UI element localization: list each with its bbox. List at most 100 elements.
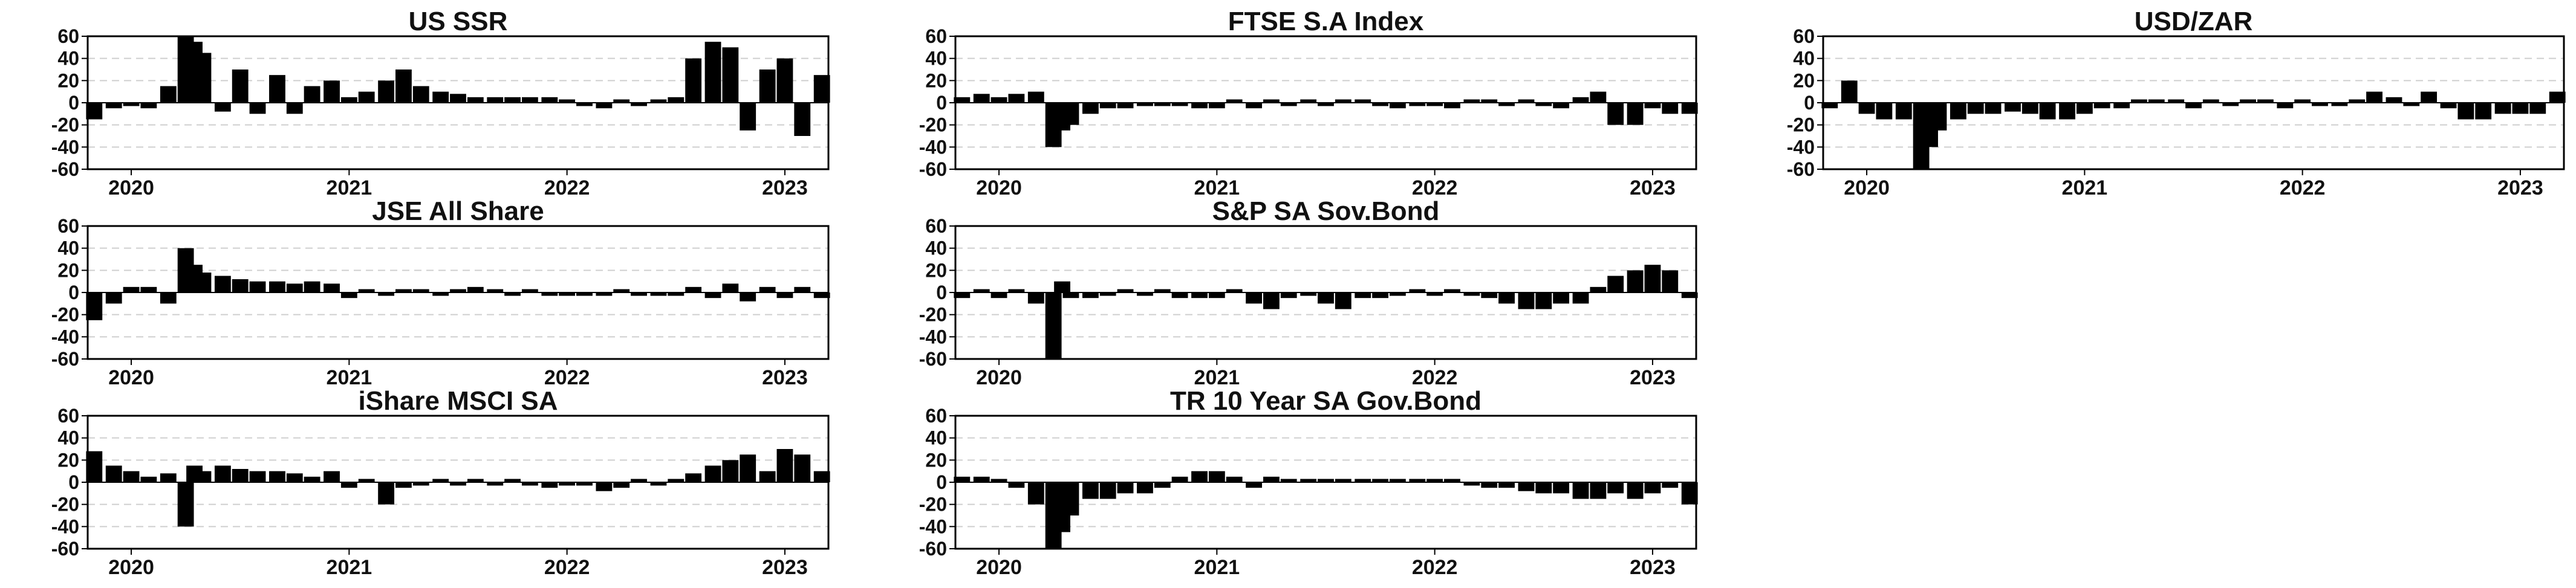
bar [1662, 270, 1679, 292]
bar [973, 94, 990, 103]
bar [1099, 103, 1116, 109]
y-tick-label: 60 [1793, 25, 1815, 47]
bar [1553, 482, 1570, 494]
bar [1280, 292, 1297, 299]
bar [269, 281, 285, 292]
y-tick-label: -60 [1787, 158, 1815, 180]
bar [954, 476, 971, 482]
bar [759, 69, 776, 103]
bar [1590, 91, 1607, 103]
bar [521, 97, 538, 103]
bar [378, 292, 395, 296]
plot-frame [86, 415, 830, 550]
plot-frame [954, 225, 1697, 360]
bar [2403, 103, 2420, 106]
bar [86, 103, 103, 120]
x-tick-label: 2020 [976, 176, 1022, 199]
bar [232, 469, 249, 482]
bar [1008, 482, 1025, 488]
bar [286, 283, 303, 292]
bar [794, 454, 811, 482]
bar [1535, 482, 1552, 494]
y-tick-label: 20 [925, 449, 947, 471]
bar [1008, 94, 1025, 103]
bar [2512, 103, 2529, 114]
panel-title: US SSR [409, 7, 508, 36]
bar [86, 451, 103, 482]
x-tick-label: 2023 [2497, 176, 2543, 199]
bar [559, 292, 576, 296]
bar [722, 283, 739, 292]
bar [759, 471, 776, 482]
y-tick-label: 60 [925, 405, 947, 427]
bar [1335, 99, 1351, 103]
bar [1572, 97, 1589, 103]
bar [249, 471, 266, 482]
y-tick-label: -20 [1787, 114, 1815, 136]
x-tick-label: 2023 [762, 366, 808, 389]
bar [668, 97, 685, 103]
bar [704, 42, 721, 103]
bar [1858, 103, 1875, 114]
bar [177, 482, 194, 527]
bar [1463, 99, 1480, 103]
y-tick-label: 0 [936, 92, 947, 114]
bar [214, 103, 231, 112]
bar [2294, 99, 2311, 103]
bar [1208, 471, 1225, 482]
bar [467, 97, 484, 103]
bar [1627, 270, 1644, 292]
bar [1518, 482, 1535, 491]
bar [2475, 103, 2492, 120]
y-tick-label: -60 [919, 538, 947, 560]
y-tick-label: -40 [51, 326, 79, 347]
y-tick-label: -60 [919, 158, 947, 180]
y-tick-label: 0 [68, 471, 79, 493]
bar [1518, 292, 1535, 309]
x-tick-label: 2023 [1630, 366, 1676, 389]
bar [1426, 479, 1443, 482]
bar [1498, 103, 1515, 106]
bar [576, 292, 593, 296]
bar [1518, 99, 1535, 103]
bar [1263, 99, 1280, 103]
bar [1027, 91, 1044, 103]
bar [2277, 103, 2294, 109]
bar [467, 479, 484, 482]
bar [990, 97, 1007, 103]
bar [776, 58, 793, 103]
bar [2549, 91, 2566, 103]
bar [613, 99, 630, 103]
bar [1481, 99, 1498, 103]
bar [631, 292, 647, 296]
bar [990, 292, 1007, 299]
bar [1062, 292, 1079, 299]
bar [613, 289, 630, 292]
bar [1082, 482, 1099, 499]
bar [1062, 103, 1079, 125]
bar [286, 103, 303, 114]
bar [86, 292, 103, 320]
bar [1463, 292, 1480, 296]
bar [685, 286, 702, 292]
bar [487, 97, 504, 103]
bar [232, 69, 249, 103]
bar [2440, 103, 2457, 109]
bar [304, 476, 320, 482]
bar [559, 482, 576, 486]
bar [2113, 103, 2130, 109]
bar [160, 86, 177, 103]
bar [1355, 99, 1371, 103]
bar [1607, 103, 1624, 125]
bar [214, 465, 231, 482]
bar [650, 482, 667, 486]
bar [269, 75, 285, 103]
panel-title: USD/ZAR [2135, 7, 2253, 36]
bar [1426, 292, 1443, 296]
bar [1662, 482, 1679, 488]
bar [613, 482, 630, 488]
bar [358, 91, 375, 103]
bar [2039, 103, 2056, 120]
